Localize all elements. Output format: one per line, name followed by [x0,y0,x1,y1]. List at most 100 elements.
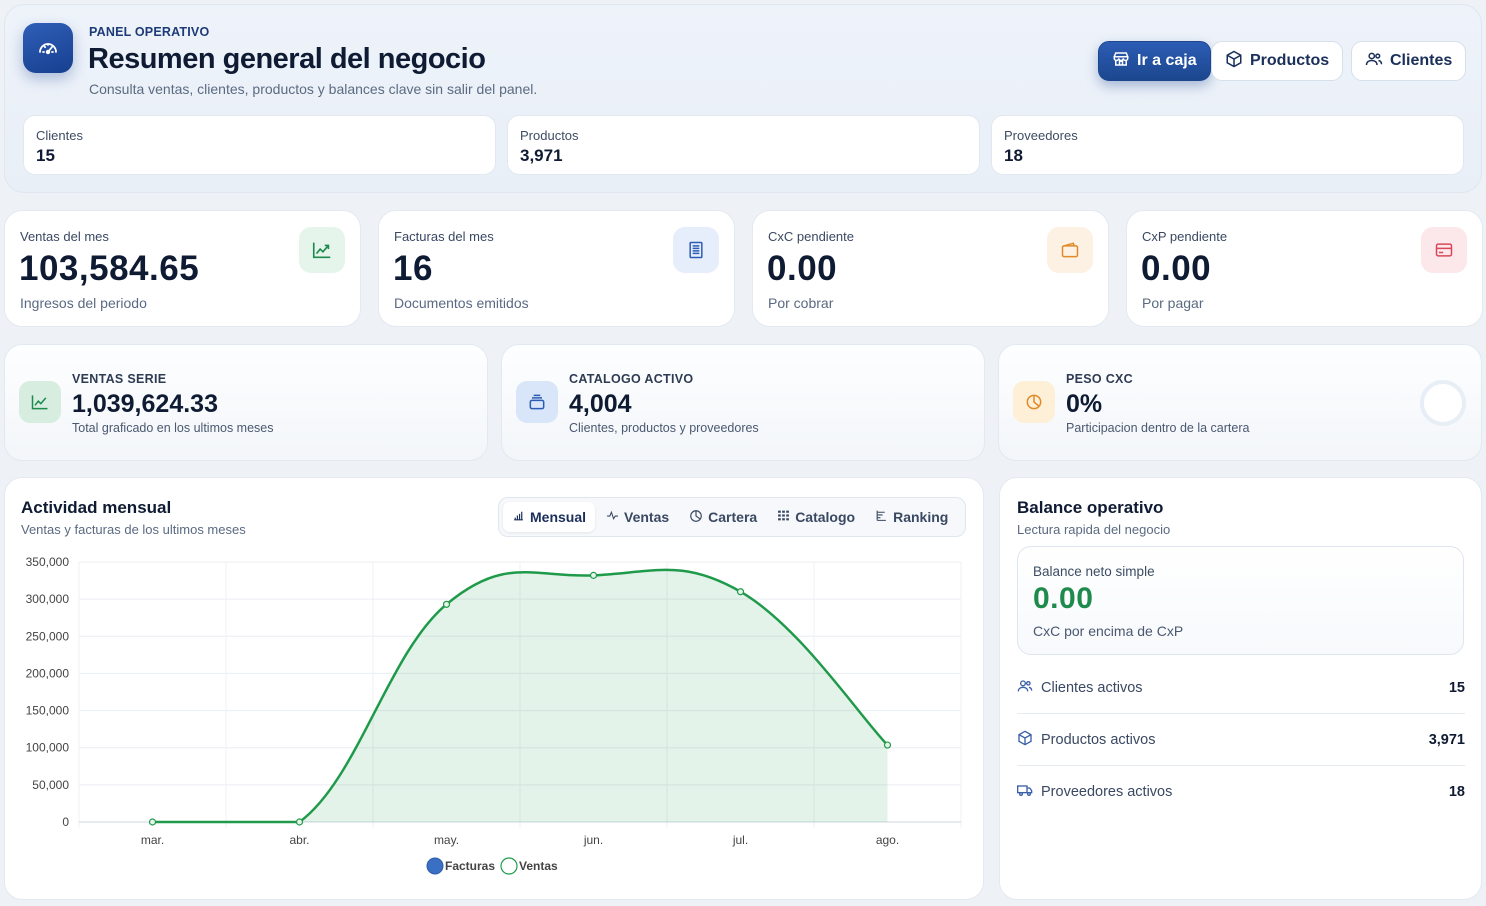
tab-ranking[interactable]: Ranking [866,502,957,532]
x-tick-label: jul. [732,833,748,847]
tab-label: Catalogo [795,509,856,525]
tab-catalogo[interactable]: Catalogo [768,502,864,532]
x-tick-label: ago. [876,833,899,847]
summary-label: Proveedores [1004,128,1078,143]
summary-products: Productos 3,971 [507,115,980,175]
summary-label: Clientes [36,128,83,143]
kpi-label: Facturas del mes [394,229,494,244]
panel-eyebrow: PANEL OPERATIVO [89,25,210,39]
page-subtitle: Consulta ventas, clientes, productos y b… [89,81,538,97]
summary-clients: Clientes 15 [23,115,496,175]
trending-up-icon [299,227,345,273]
kpi-value: 0.00 [767,249,838,288]
stat-receivables-weight: PESO CXC 0% Participacion dentro de la c… [998,344,1482,461]
tab-ventas[interactable]: Ventas [597,502,678,532]
kpi-sub: Ingresos del periodo [20,295,147,311]
ventas-area [152,569,888,822]
summary-suppliers: Proveedores 18 [991,115,1464,175]
receivables-ring-gauge [1420,380,1466,426]
wallet-icon [1047,227,1093,273]
products-label: Productos [1250,52,1330,69]
kpi-sales-month: Ventas del mes 103,584.65 Ingresos del p… [4,210,361,327]
pie-icon [1013,381,1055,423]
box-icon [1225,50,1243,73]
pie-chart-icon [689,509,703,526]
kpi-label: Ventas del mes [20,229,109,244]
y-tick-label: 100,000 [26,741,70,755]
legend-ventas-marker [500,857,518,875]
products-button[interactable]: Productos [1211,41,1344,81]
truck-icon [1017,782,1033,802]
tab-label: Cartera [708,509,758,525]
x-tick-label: abr. [289,833,309,847]
tab-label: Ventas [624,509,670,525]
summary-label: Productos [520,128,579,143]
balance-title: Balance operativo [1017,498,1164,517]
operating-balance-card: Balance operativo Lectura rapida del neg… [999,477,1482,900]
stat-label: CATALOGO ACTIVO [569,372,694,386]
activity-title: Actividad mensual [21,498,172,517]
balance-row-products: Productos activos 3,971 [1017,714,1465,766]
summary-value: 3,971 [520,146,563,165]
net-balance-value: 0.00 [1033,582,1094,615]
tab-mensual[interactable]: Mensual [503,502,596,532]
card-icon [1421,227,1467,273]
stat-sub: Total graficado en los ultimos meses [72,421,274,435]
users-icon [1017,678,1033,698]
pulse-icon [606,509,619,525]
clients-button[interactable]: Clientes [1351,41,1467,81]
y-tick-label: 250,000 [26,629,70,643]
stat-sub: Participacion dentro de la cartera [1066,421,1250,435]
tab-cartera[interactable]: Cartera [680,502,766,532]
go-to-cashier-button[interactable]: Ir a caja [1098,41,1211,81]
stat-value: 0% [1066,390,1103,418]
balance-row-label: Proveedores activos [1041,784,1173,800]
summary-value: 15 [36,146,55,165]
kpi-sub: Por pagar [1142,295,1204,311]
stat-active-catalog: CATALOGO ACTIVO 4,004 Clientes, producto… [501,344,985,461]
activity-subtitle: Ventas y facturas de los ultimos meses [21,522,246,537]
y-tick-label: 300,000 [26,592,70,606]
balance-row-label: Clientes activos [1041,679,1143,696]
legend-facturas-label: Facturas [445,859,495,873]
activity-tabs: Mensual Ventas Cartera Catalogo Ranking [498,497,966,537]
balance-row-value: 18 [1448,784,1465,800]
stat-sales-series: VENTAS SERIE 1,039,624.33 Total graficad… [4,344,488,461]
ventas-point [883,741,892,749]
balance-row-value: 15 [1448,679,1465,696]
kpi-value: 0.00 [1141,249,1212,288]
net-balance-sub: CxC por encima de CxP [1033,623,1184,639]
legend-ventas-label: Ventas [519,859,558,873]
balance-row-label: Productos activos [1041,731,1156,748]
balance-row-suppliers: Proveedores activos 18 [1017,766,1465,818]
ventas-point [295,818,304,826]
kpi-label: CxC pendiente [768,229,854,244]
y-tick-label: 200,000 [26,666,70,680]
go-to-cashier-label: Ir a caja [1137,52,1197,69]
ventas-line [152,568,889,824]
ventas-point [442,600,451,608]
hero-panel: PANEL OPERATIVO Resumen general del nego… [4,4,1482,193]
box-icon [1017,730,1033,750]
stat-label: VENTAS SERIE [72,372,167,386]
x-tick-label: jun. [583,833,603,847]
document-icon [673,227,719,273]
stat-value: 1,039,624.33 [72,390,218,418]
kpi-payables: CxP pendiente 0.00 Por pagar [1126,210,1483,327]
y-tick-label: 0 [62,815,69,829]
kpi-receivables: CxC pendiente 0.00 Por cobrar [752,210,1109,327]
y-tick-label: 50,000 [32,778,69,792]
balance-row-clients: Clientes activos 15 [1017,662,1465,714]
ventas-point [148,818,157,826]
y-tick-label: 350,000 [26,555,70,569]
store-icon [1112,50,1130,73]
kpi-invoices-month: Facturas del mes 16 Documentos emitidos [378,210,735,327]
y-tick-label: 150,000 [26,704,70,718]
ventas-point [736,588,745,596]
balance-row-value: 3,971 [1428,731,1465,748]
ventas-point [589,571,598,579]
tab-label: Ranking [893,509,949,525]
stat-sub: Clientes, productos y proveedores [569,421,759,435]
kpi-value: 16 [393,249,433,288]
users-icon [1365,50,1383,73]
